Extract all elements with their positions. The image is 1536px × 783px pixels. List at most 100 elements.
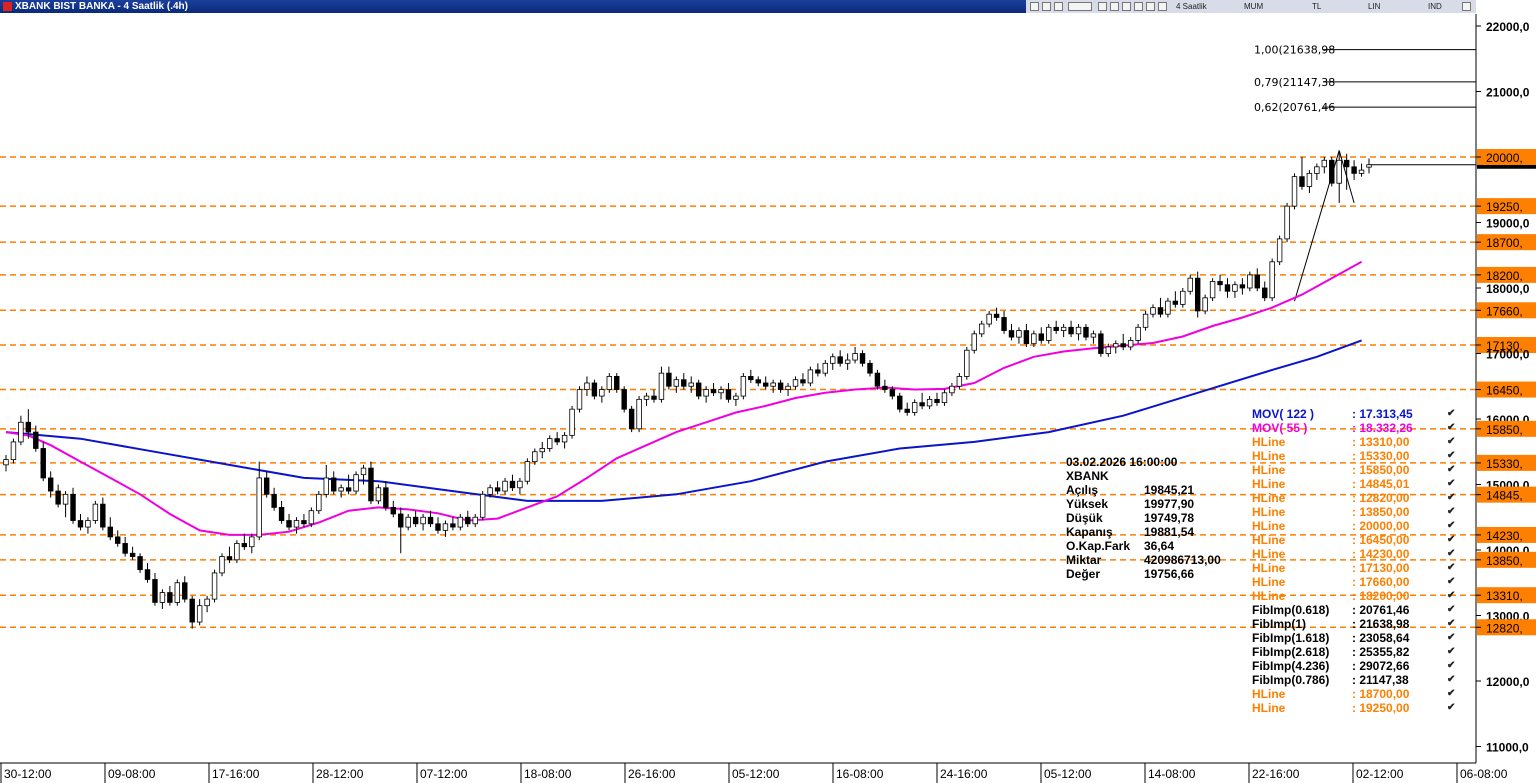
candle-97 — [725, 382, 732, 403]
x-tick-0: 30-12:00 — [4, 767, 52, 781]
candle-146 — [1090, 330, 1097, 344]
candle-137 — [1023, 324, 1030, 347]
tool-icon-7[interactable] — [1122, 2, 1131, 11]
y-tick-17660: 17660, — [1486, 304, 1523, 318]
candle-159 — [1187, 274, 1193, 295]
tool-icon-10[interactable] — [1158, 2, 1167, 11]
candle-30 — [226, 546, 233, 564]
candle-86 — [643, 392, 650, 406]
check-icon[interactable]: ✔ — [1447, 506, 1456, 517]
legend-item[interactable]: HLine: 19250,00 ✔ — [1252, 701, 1462, 715]
y-tag-bg-13310 — [1477, 587, 1536, 604]
x-tick-8: 16-08:00 — [836, 767, 884, 781]
candle-90 — [673, 376, 680, 393]
check-icon[interactable]: ✔ — [1447, 408, 1456, 419]
check-icon[interactable]: ✔ — [1447, 478, 1456, 489]
candle-152 — [1135, 324, 1141, 344]
check-icon[interactable]: ✔ — [1447, 492, 1456, 503]
check-icon[interactable]: ✔ — [1447, 688, 1456, 699]
tool-icon-9[interactable] — [1146, 2, 1155, 11]
legend-item[interactable]: MOV( 55 ): 18.332,26 ✔ — [1252, 421, 1462, 435]
tool-icon-2[interactable] — [1042, 2, 1051, 11]
check-icon[interactable]: ✔ — [1447, 646, 1456, 657]
legend-item[interactable]: MOV( 122 ): 17.313,45 ✔ — [1252, 407, 1462, 421]
legend-item[interactable]: FibImp(2.618): 25355,82 ✔ — [1252, 645, 1462, 659]
legend-item[interactable]: HLine: 13310,00 ✔ — [1252, 435, 1462, 449]
legend-item[interactable]: HLine: 18200,00 ✔ — [1252, 589, 1462, 603]
check-icon[interactable]: ✔ — [1447, 590, 1456, 601]
indicator-selector[interactable]: IND — [1428, 2, 1442, 11]
legend-item[interactable]: FibImp(4.236): 29072,66 ✔ — [1252, 659, 1462, 673]
check-icon[interactable]: ✔ — [1447, 520, 1456, 531]
check-icon[interactable]: ✔ — [1447, 534, 1456, 545]
candle-74 — [554, 432, 560, 446]
candle-13 — [100, 497, 106, 531]
chart-style-selector[interactable]: MUM — [1244, 2, 1264, 11]
candle-169 — [1262, 281, 1268, 302]
scale-selector[interactable]: LIN — [1368, 2, 1381, 11]
candle-39 — [293, 517, 300, 534]
check-icon[interactable]: ✔ — [1447, 576, 1456, 587]
x-tick-14: 06-08:00 — [1460, 767, 1508, 781]
y-tag-bg-12820 — [1477, 619, 1536, 636]
y-tag-bg-20000 — [1477, 149, 1536, 165]
check-icon[interactable]: ✔ — [1447, 674, 1456, 685]
candle-123 — [919, 392, 925, 410]
candle-65 — [487, 484, 493, 498]
legend-value: : 23058,64 — [1352, 631, 1410, 645]
legend-item[interactable]: HLine: 12820,00 ✔ — [1252, 491, 1462, 505]
tool-icon-4[interactable] — [1068, 2, 1092, 11]
legend-label: HLine — [1252, 435, 1286, 449]
legend-label: FibImp(0.618) — [1252, 603, 1330, 617]
legend-item[interactable]: HLine: 15850,00 ✔ — [1252, 463, 1462, 477]
legend-item[interactable]: FibImp(1.618): 23058,64 ✔ — [1252, 631, 1462, 645]
window-control-icon[interactable] — [1462, 2, 1471, 11]
check-icon[interactable]: ✔ — [1447, 632, 1456, 643]
legend-item[interactable]: HLine: 13850,00 ✔ — [1252, 505, 1462, 519]
check-icon[interactable]: ✔ — [1447, 604, 1456, 615]
candle-91 — [681, 373, 687, 390]
candle-166 — [1239, 278, 1246, 295]
window-title: XBANK BIST BANKA - 4 Saatlik (.4h) — [15, 1, 188, 12]
period-selector[interactable]: 4 Saatlik — [1176, 2, 1207, 11]
tool-icon-3[interactable] — [1054, 2, 1063, 11]
check-icon[interactable]: ✔ — [1447, 562, 1456, 573]
legend-item[interactable]: HLine: 18700,00 ✔ — [1252, 687, 1462, 701]
check-icon[interactable]: ✔ — [1447, 464, 1456, 475]
tool-icon-8[interactable] — [1134, 2, 1143, 11]
info-value: 19881,54 — [1144, 525, 1195, 539]
tool-icon-5[interactable] — [1098, 2, 1107, 11]
legend-item[interactable]: HLine: 14230,00 ✔ — [1252, 547, 1462, 561]
legend-item[interactable]: HLine: 15330,00 ✔ — [1252, 449, 1462, 463]
currency-selector[interactable]: TL — [1312, 2, 1322, 11]
candle-143 — [1068, 320, 1074, 338]
check-icon[interactable]: ✔ — [1447, 618, 1456, 629]
check-icon[interactable]: ✔ — [1447, 450, 1456, 461]
check-icon[interactable]: ✔ — [1447, 422, 1456, 433]
y-tag-bg-18700 — [1477, 234, 1536, 251]
legend-item[interactable]: HLine: 20000,00 ✔ — [1252, 519, 1462, 533]
legend-item[interactable]: FibImp(0.618): 20761,46 ✔ — [1252, 603, 1462, 617]
legend-item[interactable]: FibImp(1): 21638,98 ✔ — [1252, 617, 1462, 631]
candle-29 — [219, 553, 225, 577]
candle-174 — [1299, 157, 1305, 190]
tool-icon-6[interactable] — [1110, 2, 1119, 11]
check-icon[interactable]: ✔ — [1447, 702, 1456, 713]
check-icon[interactable]: ✔ — [1447, 548, 1456, 559]
legend-label: HLine — [1252, 519, 1286, 533]
check-icon[interactable]: ✔ — [1447, 660, 1456, 671]
legend-item[interactable]: HLine: 14845,01 ✔ — [1252, 477, 1462, 491]
legend-item[interactable]: HLine: 17130,00 ✔ — [1252, 561, 1462, 575]
tool-icon-1[interactable] — [1030, 2, 1039, 11]
candle-70 — [524, 458, 531, 485]
legend-item[interactable]: FibImp(0.786): 21147,38 ✔ — [1252, 673, 1462, 687]
candle-66 — [494, 481, 501, 495]
legend-item[interactable]: HLine: 17660,00 ✔ — [1252, 575, 1462, 589]
candle-158 — [1180, 288, 1186, 308]
info-label: Değer — [1066, 567, 1101, 581]
check-icon[interactable]: ✔ — [1447, 436, 1456, 447]
legend-item[interactable]: HLine: 16450,00 ✔ — [1252, 533, 1462, 547]
x-tick-11: 14-08:00 — [1148, 767, 1196, 781]
x-tick-7: 05-12:00 — [732, 767, 780, 781]
